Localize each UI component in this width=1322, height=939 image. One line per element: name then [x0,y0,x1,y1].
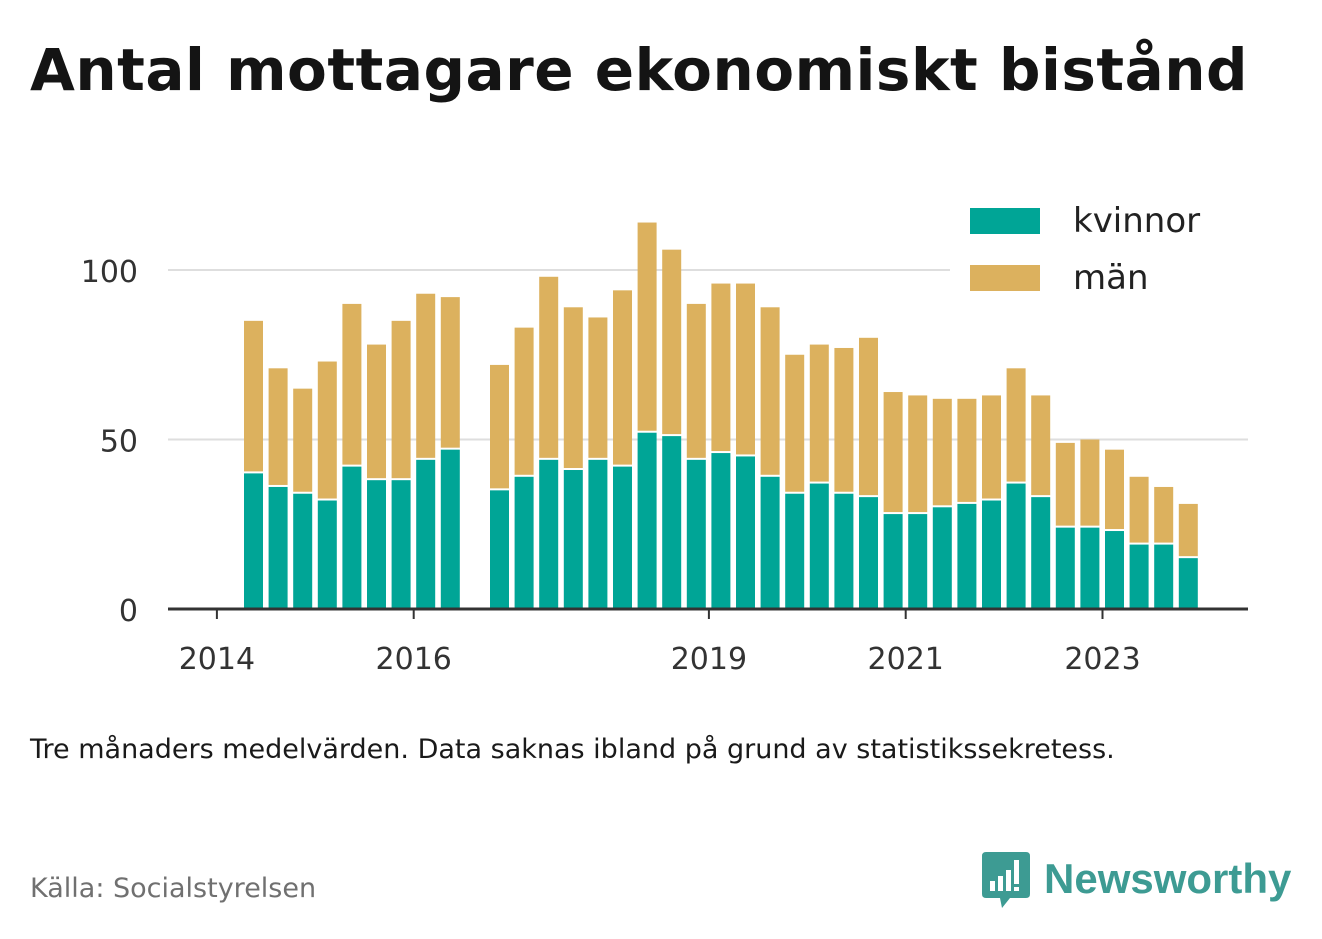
bar-man [1031,395,1051,496]
bar-kvinnor [760,476,780,609]
bar-kvinnor [416,459,436,609]
bar-man [662,249,682,435]
bar-man [859,337,878,496]
bar-kvinnor [1080,527,1100,609]
bar-man [932,398,952,506]
bar-kvinnor [662,436,682,609]
bar-kvinnor [317,500,337,609]
bar-man [1129,476,1149,543]
bar-man [637,222,657,431]
bar-kvinnor [293,493,313,609]
bar-man [293,388,313,492]
bar-man [1178,503,1198,557]
bar-man [736,283,755,455]
bar-man [1006,368,1026,482]
bar-kvinnor [1154,544,1174,609]
bar-kvinnor [1006,483,1026,609]
x-tick-label: 2016 [376,642,452,677]
x-tick-label: 2021 [868,642,944,677]
legend: kvinnor män [950,200,1248,300]
bar-kvinnor [268,486,288,609]
bar-man [883,392,903,513]
bar-kvinnor [785,493,805,609]
bar-kvinnor [711,453,731,609]
bar-man [1105,449,1124,530]
legend-swatch [970,208,1040,234]
bar-kvinnor [834,493,854,609]
bar-man [957,398,977,502]
bar-kvinnor [957,503,977,609]
bar-man [1055,442,1075,526]
bar-kvinnor [244,473,263,609]
legend-label: kvinnor [1073,201,1200,241]
bar-man [785,354,805,492]
bar-kvinnor [391,480,411,609]
bar-kvinnor [1129,544,1149,609]
bar-kvinnor [809,483,829,609]
bars [244,222,1198,609]
chart-note: Tre månaders medelvärden. Data saknas ib… [30,734,1115,765]
bar-man [686,303,706,458]
bar-man [391,320,411,479]
bar-kvinnor [932,507,952,609]
y-tick-label: 100 [81,255,138,290]
bar-man [514,327,534,475]
bar-kvinnor [1055,527,1075,609]
bar-man [809,344,829,482]
brand-name: Newsworthy [1044,855,1292,902]
bar-man [760,307,780,475]
source-credit: Källa: Socialstyrelsen [30,873,317,904]
bar-kvinnor [637,432,657,609]
bar-kvinnor [588,459,608,609]
newsworthy-logo-icon [982,852,1030,908]
legend-label: män [1073,258,1149,298]
bar-kvinnor [613,466,632,609]
bar-kvinnor [539,459,559,609]
bar-kvinnor [1031,497,1051,609]
chart-title: Antal mottagare ekonomiskt bistånd [30,36,1249,104]
brand-logo: Newsworthy [980,848,1291,910]
x-tick-label: 2023 [1064,642,1140,677]
y-tick-label: 0 [119,594,138,629]
bar-kvinnor [1178,558,1198,609]
bar-kvinnor [859,497,878,609]
bar-man [563,307,583,469]
bar-kvinnor [514,476,534,609]
bar-man [440,297,460,448]
bar-man [317,361,337,499]
bar-man [244,320,263,472]
x-tick-label: 2014 [179,642,255,677]
bar-man [367,344,386,479]
bar-man [416,293,436,458]
x-axis-ticks: 2014 2016 2019 2021 2023 [179,609,1141,677]
bar-kvinnor [908,514,928,609]
legend-swatch [970,265,1040,291]
bar-kvinnor [367,480,386,609]
bar-kvinnor [342,466,362,609]
bar-man [1154,486,1174,543]
bar-kvinnor [883,514,903,609]
bar-man [711,283,731,452]
bar-man [982,395,1001,499]
bar-man [1080,439,1100,526]
bar-man [613,290,632,465]
bar-man [588,317,608,458]
bar-kvinnor [736,456,755,609]
bar-man [539,276,559,458]
bar-kvinnor [1105,531,1124,609]
bar-man [342,303,362,465]
bar-kvinnor [440,449,460,609]
bar-man [908,395,928,513]
bar-man [834,347,854,492]
bar-man [268,368,288,485]
bar-kvinnor [490,490,509,609]
bar-kvinnor [563,470,583,609]
y-tick-label: 50 [100,425,138,460]
x-tick-label: 2019 [671,642,747,677]
bar-kvinnor [982,500,1001,609]
bar-man [490,364,509,489]
y-axis-tick-labels: 0 50 100 [81,255,138,629]
bar-kvinnor [686,459,706,609]
